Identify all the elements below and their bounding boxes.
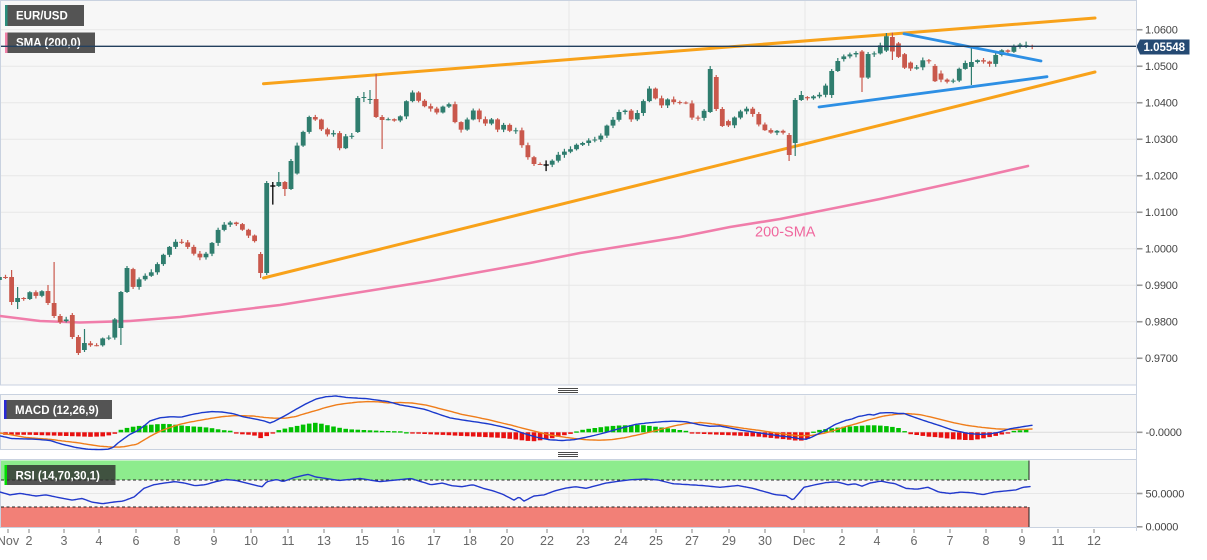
svg-text:25: 25: [649, 534, 663, 548]
svg-text:8: 8: [983, 534, 990, 548]
svg-text:1.0600: 1.0600: [1145, 25, 1178, 37]
svg-text:20: 20: [500, 534, 514, 548]
svg-text:0.0000: 0.0000: [1146, 522, 1179, 534]
svg-text:Nov: Nov: [0, 534, 20, 548]
svg-text:MACD (12,26,9): MACD (12,26,9): [15, 405, 99, 417]
svg-text:4: 4: [874, 534, 881, 548]
svg-text:6: 6: [911, 534, 918, 548]
svg-text:1.0200: 1.0200: [1145, 171, 1178, 183]
svg-text:13: 13: [317, 534, 331, 548]
svg-text:16: 16: [391, 534, 405, 548]
svg-text:9: 9: [211, 534, 218, 548]
svg-text:11: 11: [1052, 534, 1065, 548]
svg-text:-0.0000: -0.0000: [1146, 427, 1182, 439]
svg-text:24: 24: [614, 534, 628, 548]
svg-text:22: 22: [540, 534, 554, 548]
svg-text:RSI (14,70,30,1): RSI (14,70,30,1): [16, 471, 101, 483]
svg-text:9: 9: [1019, 534, 1026, 548]
svg-text:12: 12: [1087, 534, 1101, 548]
svg-text:Dec: Dec: [793, 534, 815, 548]
svg-text:4: 4: [96, 534, 103, 548]
svg-text:1.0500: 1.0500: [1145, 61, 1178, 73]
svg-text:2: 2: [26, 534, 33, 548]
svg-text:15: 15: [355, 534, 369, 548]
svg-text:200-SMA: 200-SMA: [755, 225, 816, 241]
svg-text:0.9800: 0.9800: [1145, 317, 1178, 329]
svg-text:30: 30: [758, 534, 772, 548]
svg-text:50.0000: 50.0000: [1146, 488, 1185, 500]
svg-text:SMA (200,0): SMA (200,0): [16, 37, 81, 49]
svg-text:18: 18: [463, 534, 477, 548]
svg-text:29: 29: [722, 534, 736, 548]
svg-text:1.0400: 1.0400: [1145, 98, 1178, 110]
svg-text:3: 3: [61, 534, 68, 548]
svg-text:23: 23: [576, 534, 590, 548]
svg-text:0.9700: 0.9700: [1145, 353, 1178, 365]
svg-text:EUR/USD: EUR/USD: [16, 11, 68, 23]
svg-text:27: 27: [685, 534, 699, 548]
svg-text:10: 10: [244, 534, 258, 548]
svg-text:6: 6: [133, 534, 140, 548]
svg-text:1.05548: 1.05548: [1144, 42, 1186, 54]
svg-text:8: 8: [174, 534, 181, 548]
svg-text:7: 7: [947, 534, 954, 548]
svg-text:1.0000: 1.0000: [1145, 244, 1178, 256]
svg-text:11: 11: [282, 534, 295, 548]
svg-text:1.0100: 1.0100: [1145, 207, 1178, 219]
svg-text:2: 2: [839, 534, 846, 548]
svg-text:17: 17: [427, 534, 441, 548]
svg-text:0.9900: 0.9900: [1145, 280, 1178, 292]
svg-text:1.0300: 1.0300: [1145, 134, 1178, 146]
